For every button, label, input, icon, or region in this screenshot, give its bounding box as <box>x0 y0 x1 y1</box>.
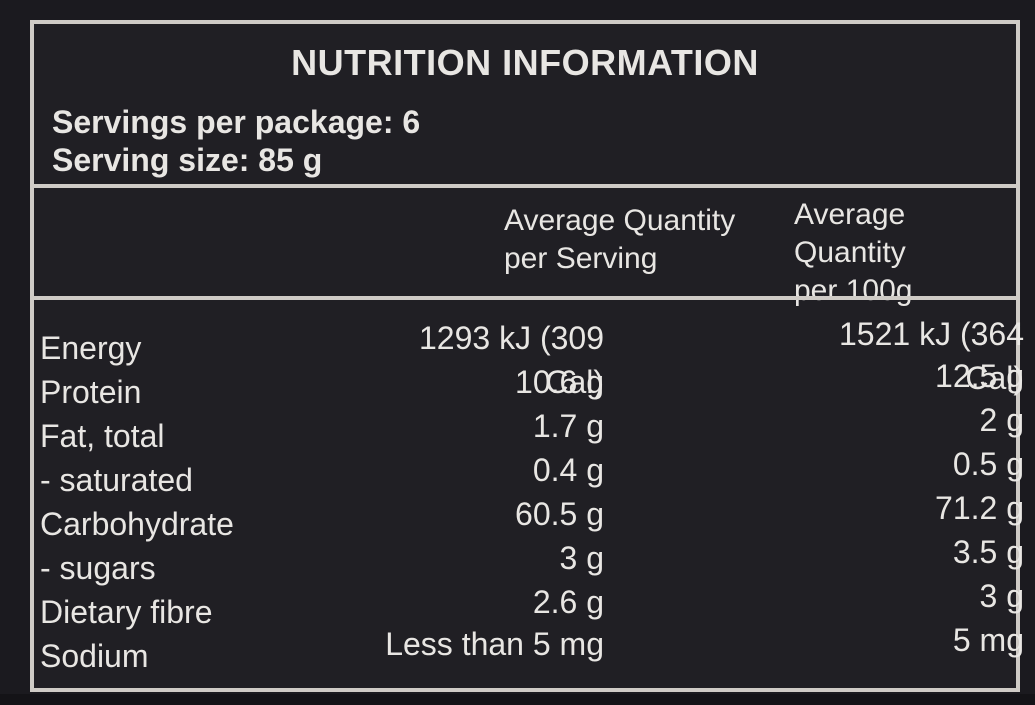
row-per-100g: 12.5 g <box>935 358 1024 394</box>
row-label: Carbohydrate <box>40 506 234 542</box>
header-per-100g-line1: Average Quantity <box>794 198 906 269</box>
divider-header <box>34 296 1016 300</box>
row-per-100g: 71.2 g <box>935 490 1024 526</box>
row-per-serving: 2.6 g <box>532 584 604 620</box>
row-per-serving: 0.4 g <box>532 452 604 488</box>
row-per-serving: 1293 kJ (309 Cal) <box>418 320 604 400</box>
header-per-100g-line2: per 100g <box>794 274 913 307</box>
row-label: Dietary fibre <box>40 594 213 630</box>
row-per-serving: 1.7 g <box>532 408 604 444</box>
row-per-100g: 3 g <box>979 578 1024 614</box>
row-per-serving: 60.5 g <box>515 496 604 532</box>
row-label: Protein <box>40 374 142 410</box>
row-per-100g: 3.5 g <box>952 534 1024 570</box>
row-label: Energy <box>40 330 142 366</box>
row-per-serving: 10.6 g <box>515 364 604 400</box>
header-per-100g: Average Quantity per 100g <box>794 196 1016 310</box>
row-per-100g: 1521 kJ (364 Cal) <box>838 316 1024 396</box>
bottom-strip <box>0 694 1035 705</box>
header-per-serving-line1: Average Quantity <box>504 204 736 237</box>
row-per-100g: 0.5 g <box>952 446 1024 482</box>
row-label: Sodium <box>40 638 149 674</box>
row-label: - saturated <box>40 462 193 498</box>
row-per-serving: 3 g <box>559 540 604 576</box>
row-per-100g: 2 g <box>979 402 1024 438</box>
serving-size: Serving size: 85 g <box>52 142 323 178</box>
row-label: Fat, total <box>40 418 165 454</box>
row-per-serving: Less than 5 mg <box>385 626 604 662</box>
servings-per-package: Servings per package: 6 <box>52 104 421 140</box>
header-per-serving: Average Quantity per Serving <box>504 202 735 278</box>
nutrition-panel: NUTRITION INFORMATION Servings per packa… <box>30 20 1024 692</box>
row-label: - sugars <box>40 550 156 586</box>
header-per-serving-line2: per Serving <box>504 242 658 275</box>
divider-top <box>34 184 1016 188</box>
row-per-100g: 5 mg <box>952 622 1024 658</box>
panel-title: NUTRITION INFORMATION <box>291 42 759 83</box>
